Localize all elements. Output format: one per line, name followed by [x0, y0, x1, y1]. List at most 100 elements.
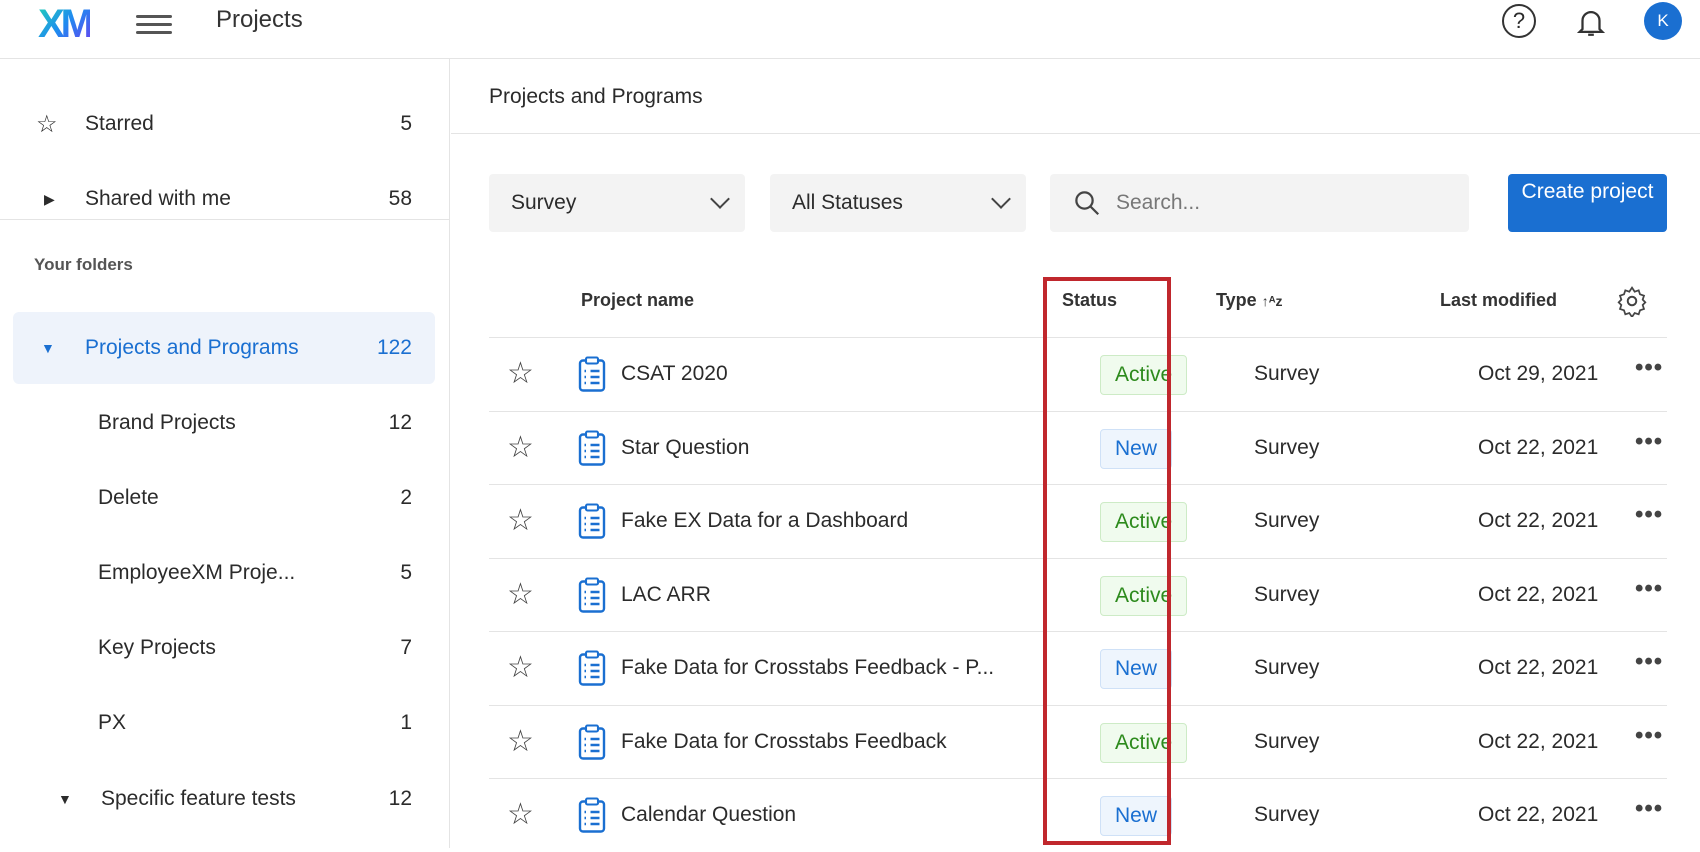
star-icon[interactable]: ☆ — [507, 504, 534, 537]
sidebar-item-count: 5 — [400, 561, 412, 584]
column-header-modified[interactable]: Last modified — [1440, 290, 1558, 310]
sidebar-item-projects-and-programs[interactable]: ▼ Projects and Programs 122 — [13, 312, 435, 384]
sidebar-item-label: Specific feature tests — [101, 787, 296, 810]
sidebar-item-label: EmployeeXM Proje... — [98, 561, 296, 584]
app-title: Projects — [216, 6, 303, 33]
project-type: Survey — [1254, 803, 1320, 826]
sidebar-folder[interactable]: Key Projects 7 — [0, 628, 450, 668]
survey-icon — [578, 503, 606, 539]
column-header-status[interactable]: Status — [1062, 290, 1118, 310]
last-modified: Oct 22, 2021 — [1478, 803, 1599, 826]
sidebar-item-starred[interactable]: ☆ Starred 5 — [0, 104, 450, 144]
status-badge: Active — [1100, 355, 1188, 395]
project-name[interactable]: CSAT 2020 — [621, 362, 728, 385]
survey-icon — [578, 429, 606, 466]
project-name[interactable]: LAC ARR — [621, 582, 711, 606]
status-column-highlight — [1043, 277, 1171, 845]
table-row[interactable]: ☆ Star Question New Survey Oct 22, 2021 … — [489, 410, 1667, 485]
more-options-icon[interactable]: ••• — [1635, 501, 1664, 528]
last-modified: Oct 22, 2021 — [1478, 435, 1599, 459]
sidebar-item-label: Delete — [98, 486, 159, 509]
table-row[interactable]: ☆ Fake Data for Crosstabs Feedback Activ… — [489, 704, 1667, 779]
project-type: Survey — [1254, 362, 1320, 385]
create-project-button[interactable]: Create project — [1508, 174, 1667, 232]
sidebar-item-count: 5 — [400, 112, 412, 135]
sidebar-item-count: 12 — [388, 411, 412, 434]
project-type: Survey — [1254, 509, 1320, 532]
more-options-icon[interactable]: ••• — [1635, 721, 1664, 749]
status-badge: Active — [1100, 575, 1188, 616]
status-badge: Active — [1100, 722, 1188, 763]
table-row[interactable]: ☆ CSAT 2020 Active Survey Oct 29, 2021 •… — [489, 337, 1667, 411]
column-header-name[interactable]: Project name — [581, 290, 695, 310]
star-icon[interactable]: ☆ — [507, 357, 534, 390]
breadcrumb: Projects and Programs — [489, 85, 703, 108]
star-icon[interactable]: ☆ — [507, 577, 534, 611]
star-icon[interactable]: ☆ — [507, 798, 534, 831]
search-input[interactable]: Search... — [1050, 174, 1469, 232]
more-options-icon[interactable]: ••• — [1635, 354, 1664, 381]
sidebar-folder[interactable]: EmployeeXM Proje... 5 — [0, 553, 450, 593]
table-row[interactable]: ☆ Fake EX Data for a Dashboard Active Su… — [489, 484, 1667, 558]
project-type: Survey — [1254, 435, 1320, 459]
more-options-icon[interactable]: ••• — [1635, 574, 1664, 602]
table-row[interactable]: ☆ LAC ARR Active Survey Oct 22, 2021 ••• — [489, 557, 1667, 632]
avatar[interactable]: K — [1644, 2, 1682, 40]
table-row[interactable]: ☆ Fake Data for Crosstabs Feedback - P..… — [489, 631, 1667, 705]
project-type: Survey — [1254, 656, 1320, 679]
status-badge: Active — [1100, 502, 1188, 542]
sidebar-item-count: 1 — [400, 711, 412, 734]
chevron-down-icon — [710, 189, 730, 209]
caret-down-icon: ▼ — [58, 791, 72, 807]
star-icon[interactable]: ☆ — [507, 724, 534, 758]
sidebar: ☆ Starred 5 ▶ Shared with me 58 Your fol… — [0, 59, 450, 848]
bell-icon[interactable] — [1574, 4, 1608, 40]
survey-icon — [578, 723, 606, 760]
divider — [0, 219, 450, 220]
dropdown-value: All Statuses — [792, 191, 903, 214]
project-name[interactable]: Star Question — [621, 435, 750, 459]
sidebar-folder[interactable]: Delete 2 — [0, 478, 450, 518]
project-name[interactable]: Fake Data for Crosstabs Feedback — [621, 729, 947, 753]
project-name[interactable]: Fake EX Data for a Dashboard — [621, 509, 909, 532]
sidebar-item-label: PX — [98, 711, 127, 734]
sidebar-item-label: Key Projects — [98, 636, 216, 659]
more-options-icon[interactable]: ••• — [1635, 795, 1664, 822]
sidebar-folder-specific[interactable]: ▼ Specific feature tests 12 — [0, 779, 450, 819]
more-options-icon[interactable]: ••• — [1635, 648, 1664, 675]
sidebar-folder[interactable]: Brand Projects 12 — [0, 403, 450, 443]
table-row[interactable]: ☆ Calendar Question New Survey Oct 22, 2… — [489, 778, 1667, 852]
sidebar-item-label: Shared with me — [85, 187, 231, 210]
divider — [451, 133, 1700, 134]
sidebar-folder[interactable]: PX 1 — [0, 703, 450, 743]
sidebar-item-label: Projects and Programs — [85, 336, 299, 359]
search-placeholder: Search... — [1116, 191, 1201, 214]
chevron-down-icon — [991, 189, 1011, 209]
menu-icon[interactable] — [136, 10, 172, 38]
survey-icon — [578, 576, 606, 613]
sidebar-item-shared[interactable]: ▶ Shared with me 58 — [0, 179, 450, 219]
caret-down-icon: ▼ — [41, 340, 55, 356]
type-dropdown[interactable]: Survey — [489, 174, 745, 232]
caret-right-icon: ▶ — [44, 190, 55, 207]
project-name[interactable]: Calendar Question — [621, 803, 797, 826]
star-icon[interactable]: ☆ — [507, 651, 534, 684]
more-options-icon[interactable]: ••• — [1635, 427, 1664, 455]
main-content: Projects and Programs Survey All Statuse… — [451, 59, 1700, 848]
help-icon[interactable]: ? — [1502, 4, 1536, 38]
sidebar-item-count: 12 — [388, 787, 412, 810]
status-badge: New — [1100, 649, 1173, 689]
project-type: Survey — [1254, 729, 1320, 753]
xm-logo[interactable]: XM — [38, 2, 94, 46]
folders-heading: Your folders — [34, 255, 133, 274]
top-bar: XM Projects ? K — [0, 0, 1700, 59]
last-modified: Oct 22, 2021 — [1478, 582, 1599, 606]
status-dropdown[interactable]: All Statuses — [770, 174, 1026, 232]
last-modified: Oct 29, 2021 — [1478, 362, 1599, 385]
column-header-type[interactable]: Type ↑ᴬz — [1216, 290, 1283, 311]
project-type: Survey — [1254, 582, 1320, 606]
gear-icon[interactable] — [1616, 285, 1648, 317]
star-icon[interactable]: ☆ — [507, 430, 534, 464]
project-name[interactable]: Fake Data for Crosstabs Feedback - P... — [621, 656, 995, 679]
sort-az-icon: ↑ᴬz — [1261, 293, 1283, 309]
